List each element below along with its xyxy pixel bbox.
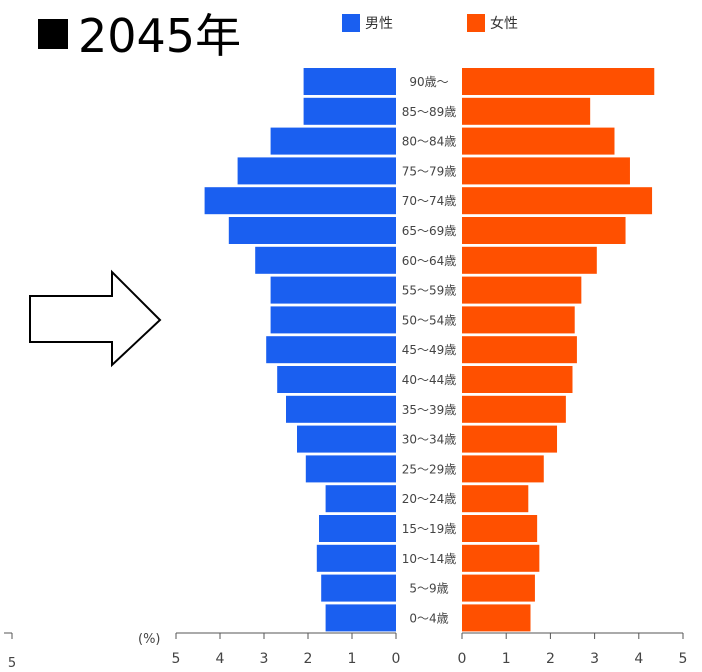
legend-item-female: 女性 [467, 14, 518, 34]
bar-male [270, 276, 396, 304]
edge-tick-label: 5 [8, 656, 16, 671]
bar-female [462, 515, 538, 542]
category-label: 40～44歳 [402, 373, 457, 387]
category-label: 80～84歳 [402, 135, 457, 149]
category-label: 50～54歳 [402, 313, 457, 327]
bar-female [462, 604, 531, 632]
bar-female [462, 246, 597, 274]
legend-swatch-male [342, 14, 360, 32]
x-tick-label: 3 [260, 651, 269, 667]
category-label: 85～89歳 [402, 105, 457, 119]
male-series [204, 68, 396, 632]
bar-male [277, 366, 396, 393]
bar-male [297, 425, 396, 453]
category-label: 60～64歳 [402, 254, 457, 268]
x-tick-label: 2 [304, 651, 313, 667]
bar-female [462, 455, 544, 483]
bar-female [462, 306, 575, 334]
bar-male [255, 246, 396, 274]
x-tick-label: 0 [458, 651, 467, 667]
category-label: 70～74歳 [402, 194, 457, 208]
bar-male [325, 604, 396, 632]
bar-female [462, 395, 566, 423]
bar-male [319, 515, 396, 542]
bar-male [286, 395, 396, 423]
bar-male [237, 157, 396, 185]
category-label: 25～29歳 [402, 462, 457, 476]
bar-female [462, 187, 653, 215]
x-tick-label: 1 [502, 651, 511, 667]
bar-male [303, 97, 396, 125]
category-label: 65～69歳 [402, 224, 457, 238]
bar-female [462, 217, 626, 244]
bar-female [462, 127, 615, 155]
bar-female [462, 425, 558, 453]
bar-male [204, 187, 396, 215]
bar-female [462, 544, 540, 572]
chart-title: 2045年 [38, 6, 241, 66]
bar-male [305, 455, 396, 483]
bar-male [270, 306, 396, 334]
legend-item-male: 男性 [342, 14, 393, 34]
right-arrow-outline-icon [29, 269, 162, 368]
category-label: 90歳～ [409, 75, 448, 89]
category-label: 45～49歳 [402, 343, 457, 357]
category-label: 55～59歳 [402, 284, 457, 298]
category-label: 20～24歳 [402, 492, 457, 506]
bar-female [462, 157, 630, 185]
bar-female [462, 366, 573, 393]
bar-male [316, 544, 396, 572]
square-bullet-icon [38, 19, 68, 49]
bar-male [303, 68, 396, 95]
bar-female [462, 276, 582, 304]
bar-female [462, 68, 655, 95]
x-tick-label: 0 [392, 651, 401, 667]
x-tick-label: 1 [348, 651, 357, 667]
x-tick-label: 4 [216, 651, 225, 667]
female-series [462, 68, 655, 632]
bar-male [321, 574, 396, 602]
bar-male [270, 127, 396, 155]
category-label: 0～4歳 [409, 611, 448, 625]
x-tick-label: 5 [679, 651, 688, 667]
x-axis-label: (%) [138, 632, 161, 647]
x-tick-label: 3 [590, 651, 599, 667]
x-axes: 5 4 3 2 1 0 0 1 2 3 4 5 (%) 5 [4, 632, 687, 671]
bar-female [462, 336, 577, 364]
category-label: 10～14歳 [402, 552, 457, 566]
category-label: 15～19歳 [402, 522, 457, 536]
age-category-labels: 90歳～ 85～89歳 80～84歳 75～79歳 70～74歳 65～69歳 60～64歳… [402, 75, 457, 625]
bar-male [228, 217, 396, 244]
bar-female [462, 574, 535, 602]
category-label: 30～34歳 [402, 433, 457, 447]
bar-male [325, 485, 396, 513]
bar-female [462, 485, 529, 513]
x-tick-label: 2 [546, 651, 555, 667]
category-label: 5～9歳 [409, 582, 448, 596]
bar-male [266, 336, 396, 364]
bar-female [462, 97, 591, 125]
legend-swatch-female [467, 14, 485, 32]
x-tick-label: 5 [172, 651, 181, 667]
category-label: 35～39歳 [402, 403, 457, 417]
x-tick-label: 4 [634, 651, 643, 667]
category-label: 75～79歳 [402, 164, 457, 178]
